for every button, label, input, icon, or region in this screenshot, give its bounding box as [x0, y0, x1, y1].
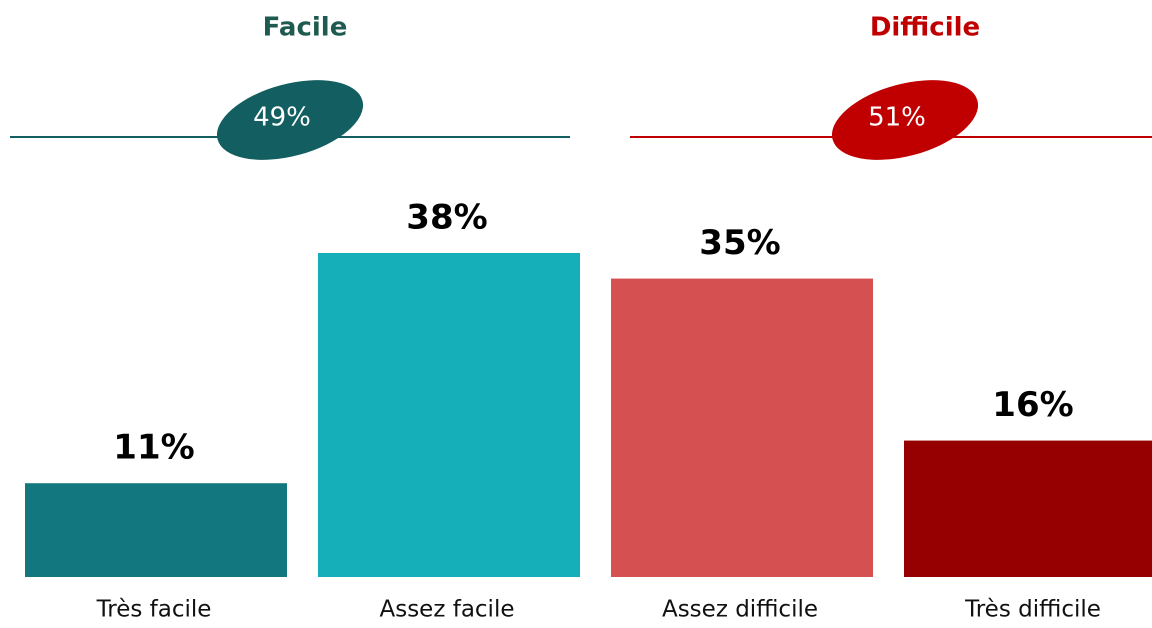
bar [611, 278, 873, 577]
group-badge [216, 80, 364, 160]
group-title: Difficile [870, 13, 980, 43]
group-value: 51% [868, 103, 926, 133]
group-title: Facile [263, 13, 348, 43]
category-label: Assez facile [379, 597, 514, 623]
value-label: 35% [699, 223, 780, 263]
group-value: 49% [253, 103, 311, 133]
bar [318, 253, 580, 577]
bar [25, 483, 287, 577]
bar [904, 440, 1152, 577]
value-label: 38% [406, 198, 487, 238]
value-label: 11% [113, 428, 194, 468]
category-label: Très difficile [964, 597, 1101, 623]
group-badge [831, 80, 979, 160]
value-label: 16% [992, 385, 1073, 425]
category-label: Très facile [96, 597, 212, 623]
category-label: Assez difficile [662, 597, 818, 623]
